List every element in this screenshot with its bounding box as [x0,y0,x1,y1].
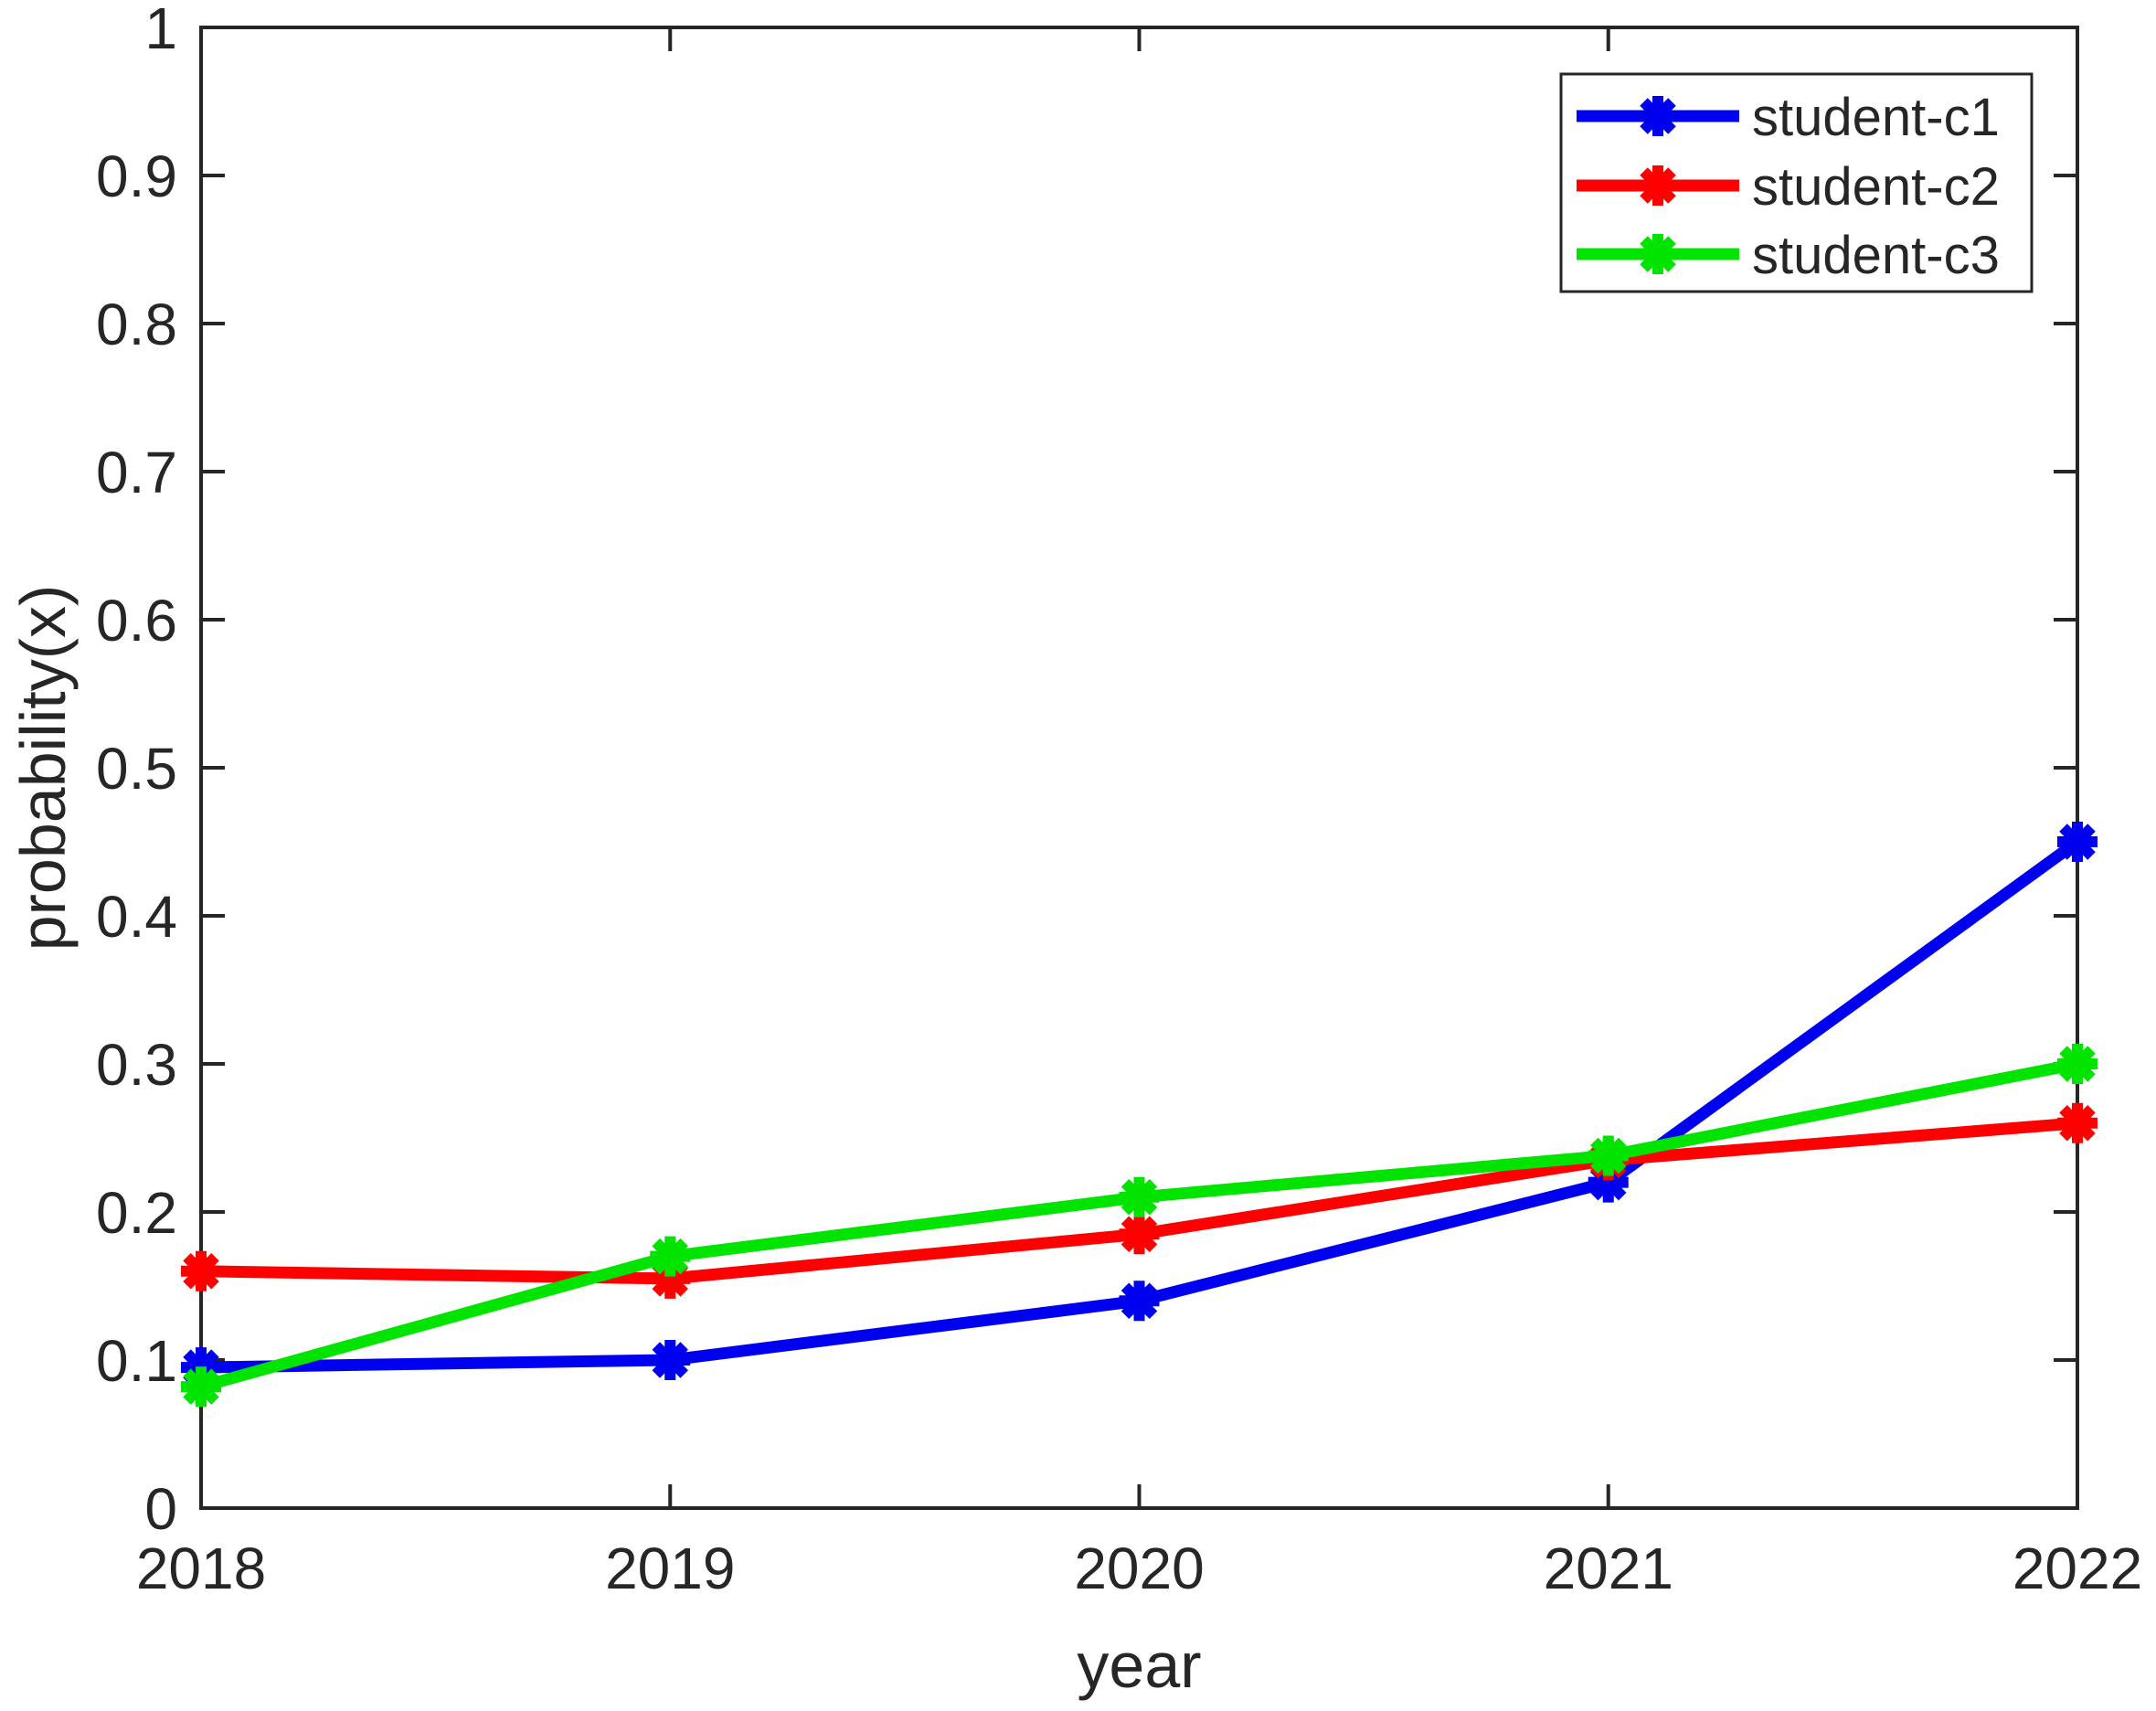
data-point-marker-student-c3 [1119,1176,1160,1217]
data-point-marker-student-c3 [650,1236,691,1277]
legend-item-student-c2: student-c2 [1577,157,2000,217]
legend-label: student-c3 [1752,226,2000,285]
x-tick-label: 2019 [605,1536,735,1601]
data-point-marker-student-c2 [181,1250,221,1291]
legend-label: student-c1 [1752,88,2000,147]
marker-spoke [1640,167,1676,204]
marker-spoke [1640,236,1676,272]
legend-marker-student-c2 [1638,165,1678,206]
marker-spoke [1640,98,1676,134]
y-axis-label: probability(x) [7,585,79,951]
data-point-marker-student-c1 [1119,1281,1160,1322]
data-point-marker-student-c1 [2057,822,2098,862]
x-tick-label: 2018 [136,1536,266,1601]
y-tick-label: 0.5 [96,736,177,802]
legend-marker-student-c1 [1638,96,1678,136]
y-tick-label: 0.8 [96,292,177,357]
marker-spoke [1120,1179,1158,1216]
y-tick-label: 1 [144,0,177,61]
x-tick-label: 2021 [1544,1536,1673,1601]
legend-marker-student-c3 [1638,234,1678,274]
series-student-c3 [181,1044,2098,1408]
marker-spoke [2059,1046,2096,1082]
y-tick-label: 0.7 [96,440,177,505]
marker-spoke [2059,824,2096,860]
data-point-marker-student-c3 [1588,1135,1629,1176]
y-tick-label: 0.4 [96,884,177,950]
data-point-marker-student-c3 [181,1366,221,1408]
marker-spoke [2059,1105,2096,1142]
y-tick-label: 0.2 [96,1180,177,1246]
marker-spoke [1590,1137,1627,1174]
y-tick-label: 0.9 [96,143,177,209]
marker-spoke [183,1253,219,1290]
series-student-c1 [181,822,2098,1388]
legend-item-student-c1: student-c1 [1577,88,2000,147]
x-axis-label: year [1077,1630,1201,1701]
marker-spoke [183,1368,219,1405]
y-tick-label: 0.3 [96,1032,177,1098]
data-point-marker-student-c1 [650,1340,691,1380]
y-tick-label: 0.1 [96,1328,177,1394]
x-tick-label: 2022 [2013,1536,2142,1601]
legend: student-c1 student-c2 student-c3 [1559,72,2034,293]
legend-label: student-c2 [1752,157,2000,217]
marker-spoke [652,1238,688,1275]
marker-spoke [1120,1216,1158,1253]
legend-item-student-c3: student-c3 [1577,226,2000,285]
data-point-marker-student-c2 [2057,1102,2098,1143]
marker-spoke [652,1342,688,1378]
y-tick-label: 0.6 [96,588,177,654]
x-tick-label: 2020 [1074,1536,1204,1601]
y-tick-label: 0 [144,1476,177,1542]
data-point-marker-student-c3 [2057,1044,2098,1084]
data-point-marker-student-c2 [1119,1214,1160,1255]
marker-spoke [1120,1282,1158,1319]
